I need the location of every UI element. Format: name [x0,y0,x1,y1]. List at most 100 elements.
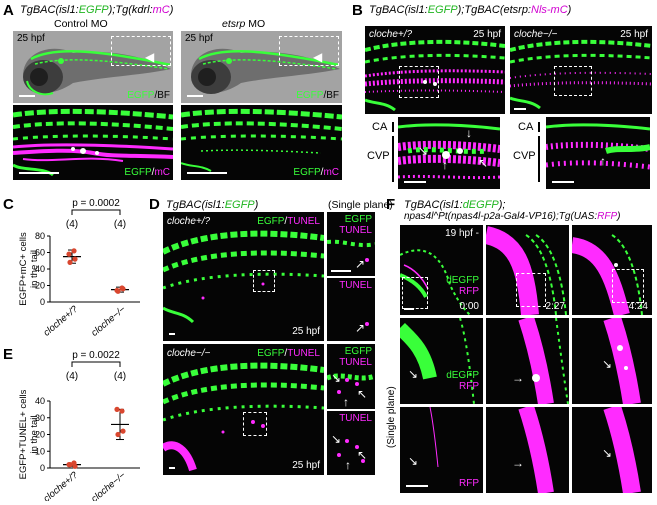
channel-label: EGFP/TUNEL [257,216,320,227]
zoom-region-box [516,273,546,307]
zoom-image [365,322,369,326]
rfp-label: RFP [459,286,479,297]
micrograph-f-t0: 19 hpf - dEGFP RFP 0:00 [400,225,483,315]
panel-b-label: B [352,2,363,19]
ca-bracket [392,122,394,132]
cvp-label: CVP [513,150,536,162]
zoom-region-box [243,412,267,436]
n-label: (4) [114,219,126,230]
arrow-icon: → [512,456,524,470]
micrograph-control-merge: EGFP/mC [13,105,173,180]
arrow-icon: ↖ [357,387,368,401]
genotype-label: cloche−/− [167,348,211,359]
scale-bar [187,172,227,174]
p-value-label: p = 0.0022 [72,350,120,361]
data-point [72,256,78,262]
n-label: (4) [66,371,78,382]
arrow-icon: ↖ [478,156,489,170]
data-point [66,251,72,257]
mo-text: MO [245,18,266,30]
micrograph-f-zoom-t2-merge: ↘ [572,318,652,404]
title-mc: mC [152,4,170,16]
micrograph-f-zoom-t1-rfp: → [486,407,569,493]
title-part: npas4l^Pt(npas4l-p2a-Gal4-VP16);Tg(UAS: [404,211,598,222]
micrograph-control-bf: 25 hpf ◀ EGFP/BF [13,31,173,103]
genotype-label: cloche+/? [167,216,211,227]
channel-label: EGFP/BF [296,90,339,101]
scale-bar [514,108,526,110]
data-point [67,259,73,265]
micrograph-f-zoom-t2-rfp: ↘ [572,407,652,493]
arrow-icon: ↘ [602,446,613,460]
arrow-icon: ↘ [418,144,429,158]
zoom-image [327,239,375,262]
n-label: (4) [66,219,78,230]
etsrp-italic: etsrp [222,18,246,30]
data-point [119,285,125,291]
title-nls: Nls-mC [531,4,568,16]
data-point [114,406,120,412]
stage-label: 25 hpf [292,460,320,471]
zoom-region-box [253,270,275,292]
y-tick-label: 30 [35,413,45,423]
zoom-image [337,439,365,463]
title-part: ) [567,4,572,16]
stage-label: 25 hpf [185,33,213,44]
arrow-icon: ↘ [331,371,342,385]
p-value-label: p = 0.0002 [72,198,120,209]
timelapse-image [486,226,567,315]
significance-bracket [71,209,121,215]
egfp-text: EGFP [124,167,152,178]
sep-text: / [284,216,288,227]
micrograph-f-zoom-t0-rfp: ↘ RFP [400,407,483,493]
zoom-region-box [554,66,592,96]
zoom-image [603,407,641,493]
bf-text: /BF [154,90,170,101]
scale-bar [404,308,414,310]
genotype-label: cloche+/? [369,29,413,40]
scale-bar [169,333,175,335]
time-label: 2:27 [545,301,565,312]
arrow-icon: ↘ [331,432,342,446]
y-axis-label: EGFP+mC+ cellsin the tail [18,232,40,306]
panel-e-label: E [3,346,14,363]
micrograph-f-t1: 2:27 [486,225,569,315]
zoom-image [327,373,375,394]
y-axis-label-line: in the tail [29,415,40,453]
time-label: 0:00 [459,301,479,312]
ca-bracket [538,122,540,132]
y-tick-label: 10 [35,446,45,456]
micrograph-d-het: cloche+/? EGFP/TUNEL 25 hpf [163,212,324,341]
sep-text: / [151,167,155,178]
single-plane-label: (Single plane) [386,386,397,448]
rfp-label: RFP [459,478,479,489]
start-label: 19 hpf - [445,228,479,239]
micrograph-d-het-zoom-merge: EGFP TUNEL ↗ [327,212,375,276]
data-point [71,248,77,254]
title-egfp: EGFP [78,4,109,16]
y-tick-label: 20 [35,430,45,440]
cvp-bracket [392,136,394,182]
control-mo-label: Control MO [54,18,108,30]
scale-bar [19,172,59,174]
timelapse-image [572,234,643,315]
y-axis-label-line: EGFP+TUNEL+ cells [18,389,29,479]
data-point [67,462,73,468]
micrograph-d-mut-zoom-tunel: TUNEL ↘ ↖ ↑ [327,411,375,475]
trunk-image [365,39,505,112]
egfp-text: EGFP [127,90,155,101]
mc-text: mC [323,167,339,178]
title-part: ) [254,199,259,211]
micrograph-f-zoom-t1-merge: → [486,318,569,404]
trunk-tunel-image [163,362,324,472]
time-label: 4:24 [628,301,648,312]
y-tick-label: 60 [35,248,45,258]
panel-f-title-line1: TgBAC(isl1:dEGFP); [404,199,506,211]
tunel-text: TUNEL [287,216,320,227]
zoom-image [518,318,569,404]
panel-a-title: TgBAC(isl1:EGFP);Tg(kdrl:mC) [20,4,173,16]
arrow-icon: ↑ [600,154,606,168]
scale-bar [552,181,574,183]
data-point [71,460,77,466]
